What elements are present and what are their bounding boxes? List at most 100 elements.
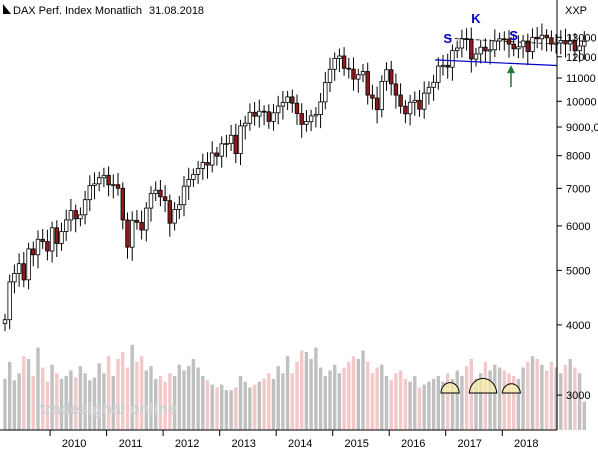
volume-bar: [497, 367, 502, 430]
volume-bar: [413, 376, 417, 430]
volume-bar: [535, 359, 539, 430]
candle-body: [530, 36, 535, 52]
candle-body: [54, 227, 59, 244]
volume-bar: [116, 359, 120, 430]
candle-body: [68, 210, 74, 221]
volume-bar: [544, 370, 549, 430]
candle-body: [12, 272, 17, 283]
y-tick-label: 4000: [566, 320, 590, 332]
volume-bar: [460, 376, 464, 430]
volume-bar: [559, 373, 563, 430]
volume-bar: [568, 359, 572, 430]
watermark: tradesignal online: [40, 401, 177, 418]
candle-body: [469, 38, 474, 60]
y-tick-label: 9000,0: [566, 122, 598, 134]
pattern-label: S: [443, 31, 452, 46]
volume-bar: [182, 370, 186, 430]
candle-body: [346, 67, 351, 70]
volume-bar: [483, 361, 488, 430]
candle-body: [191, 173, 196, 180]
volume-bar: [342, 367, 346, 430]
candle-body: [228, 134, 234, 145]
candle-body: [323, 82, 328, 103]
candle-body: [261, 110, 267, 113]
candle-body: [275, 105, 281, 114]
volume-bar: [271, 378, 276, 430]
candle-body: [450, 50, 455, 68]
candle-body: [549, 37, 554, 45]
volume-bar: [577, 373, 582, 430]
volume-bar: [139, 356, 144, 430]
candle-body: [516, 46, 521, 50]
candle-body: [2, 319, 8, 325]
candle-body: [294, 102, 300, 114]
volume-bar: [314, 347, 318, 430]
candle-body: [553, 42, 559, 45]
volume-bar: [229, 390, 233, 430]
candle-body: [582, 41, 587, 47]
volume-highlight-arc: [440, 382, 460, 394]
volume-bar: [8, 361, 12, 430]
y-tick-label: 3000: [566, 390, 590, 402]
volume-bar: [488, 370, 492, 430]
candle-body: [445, 64, 450, 68]
y-tick-label: 12000: [566, 52, 597, 64]
annotation-layer: S K S: [434, 11, 558, 394]
candle-body: [7, 281, 12, 321]
y-axis: 3000 4000 5000 6000 7000 8000 9000,0 10000 11000…: [557, 32, 598, 402]
candle-body: [388, 69, 394, 85]
candle-body: [144, 207, 149, 231]
candle-body: [111, 184, 116, 187]
volume-bar: [83, 373, 87, 430]
watermark-text: tradesignal online: [40, 401, 177, 418]
candle-body: [186, 178, 191, 187]
volume-bar: [446, 373, 450, 430]
candle-body: [45, 241, 50, 252]
volume-bar: [234, 387, 238, 430]
candle-body: [129, 219, 135, 248]
volume-bar: [111, 376, 115, 430]
volume-bar: [526, 361, 530, 430]
volume-bar: [130, 344, 134, 430]
candle-body: [266, 111, 271, 122]
candle-body: [134, 219, 140, 223]
candle-body: [332, 58, 337, 70]
volume-bar: [516, 378, 521, 430]
x-tick-label: 2010: [62, 438, 86, 450]
y-tick-label: 11000: [566, 73, 596, 85]
volume-bar: [285, 356, 290, 430]
candle-body: [318, 101, 323, 116]
volume-bar: [215, 387, 219, 430]
candle-body: [120, 187, 125, 221]
volume-bar: [281, 373, 285, 430]
volume-bar: [479, 373, 483, 430]
candle-body: [577, 45, 582, 52]
volume-bar: [257, 381, 261, 430]
candle-body: [436, 65, 441, 83]
volume-bar: [295, 361, 299, 430]
candle-body: [148, 193, 154, 209]
volume-bar: [403, 378, 408, 430]
volume-bar: [224, 390, 229, 430]
candle-body: [487, 49, 493, 52]
candle-body: [393, 83, 399, 96]
candle-body: [459, 38, 465, 49]
candle-body: [97, 177, 102, 185]
volume-bar: [41, 367, 45, 430]
volume-bar: [267, 373, 271, 430]
volume-bar: [252, 384, 257, 430]
candle-body: [379, 81, 384, 111]
candle-body: [365, 71, 370, 96]
volume-bar: [361, 350, 365, 430]
candle-body: [158, 189, 163, 198]
candle-body: [313, 114, 319, 117]
volume-bar: [102, 373, 106, 430]
corner-marker-icon: [3, 4, 11, 14]
candle-body: [525, 40, 530, 52]
volume-bar: [64, 376, 68, 430]
candle-body: [219, 143, 224, 157]
volume-bar: [375, 367, 379, 430]
volume-bar: [276, 366, 280, 430]
volume-bar: [210, 384, 214, 430]
